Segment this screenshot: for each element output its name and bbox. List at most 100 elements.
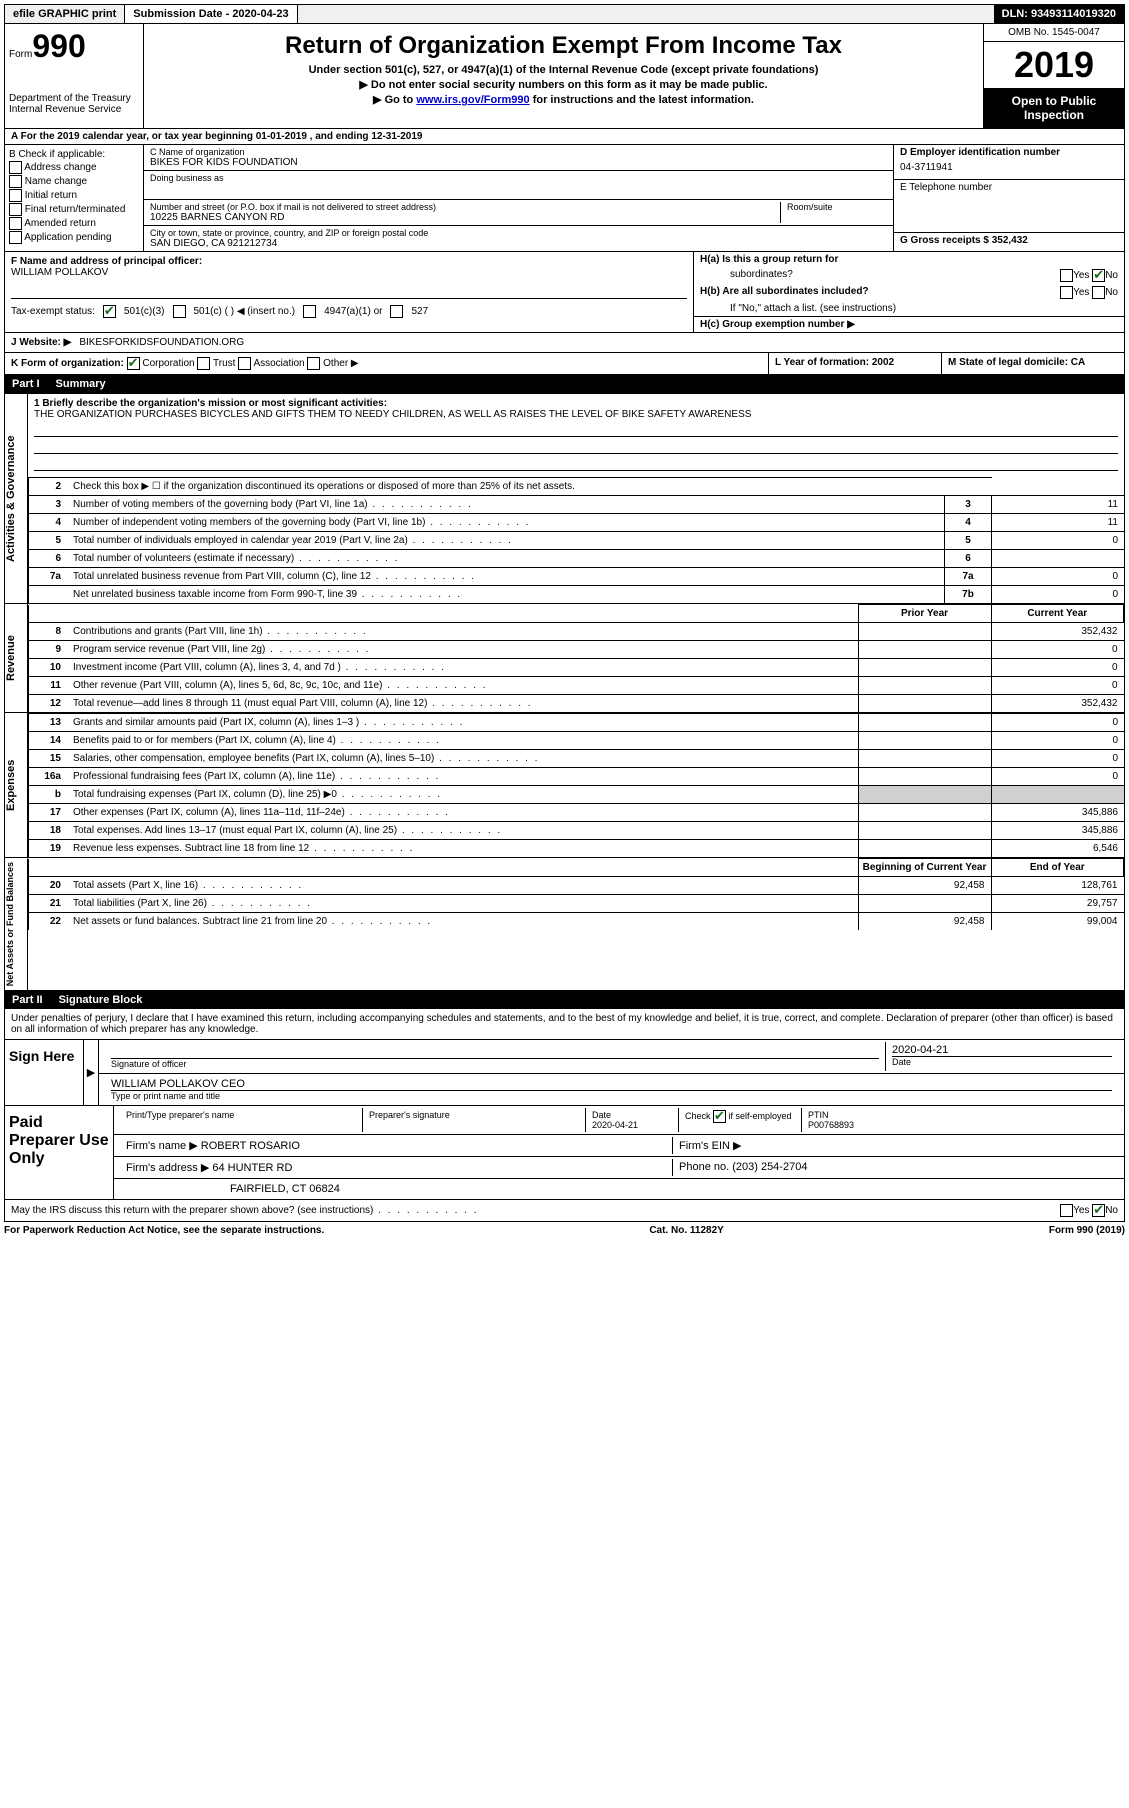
col-b-checkboxes: B Check if applicable: Address change Na…	[5, 145, 144, 251]
cb-trust[interactable]	[197, 357, 210, 370]
row-a-tax-year: A For the 2019 calendar year, or tax yea…	[4, 129, 1125, 145]
top-bar: efile GRAPHIC print Submission Date - 20…	[4, 4, 1125, 24]
cb-address[interactable]: Address change	[9, 161, 139, 174]
cb-527[interactable]	[390, 305, 403, 318]
paid-preparer-label: Paid Preparer Use Only	[5, 1106, 114, 1199]
part-2-header: Part IISignature Block	[4, 991, 1125, 1009]
street-address: 10225 BARNES CANYON RD	[150, 212, 780, 223]
sign-here-row: Sign Here ▶ Signature of officer 2020-04…	[4, 1040, 1125, 1106]
omb-number: OMB No. 1545-0047	[984, 24, 1124, 42]
prep-name-label: Print/Type preparer's name	[120, 1108, 362, 1132]
dln: DLN: 93493114019320	[994, 5, 1124, 23]
cb-501c3[interactable]	[103, 305, 116, 318]
sig-name: WILLIAM POLLAKOV CEO	[111, 1078, 1112, 1090]
line-2: Check this box ▶ ☐ if the organization d…	[67, 478, 992, 496]
form-subtitle: Under section 501(c), 527, or 4947(a)(1)…	[148, 64, 979, 76]
officer-label: F Name and address of principal officer:	[11, 256, 687, 267]
row-j-website: J Website: ▶ BIKESFORKIDSFOUNDATION.ORG	[4, 333, 1125, 353]
firm-phone: Phone no. (203) 254-2704	[672, 1159, 1118, 1176]
form-title: Return of Organization Exempt From Incom…	[148, 32, 979, 60]
side-revenue: Revenue	[5, 604, 28, 712]
city-state-zip: SAN DIEGO, CA 921212734	[150, 238, 887, 249]
year-formation: L Year of formation: 2002	[775, 357, 894, 368]
cb-pending[interactable]: Application pending	[9, 231, 139, 244]
eoy-header: End of Year	[991, 859, 1124, 877]
col-f-officer: F Name and address of principal officer:…	[5, 252, 694, 332]
tax-status-label: Tax-exempt status:	[11, 306, 95, 317]
open-inspection: Open to Public Inspection	[984, 88, 1124, 128]
current-year-header: Current Year	[991, 605, 1124, 623]
discuss-row: May the IRS discuss this return with the…	[4, 1200, 1125, 1222]
org-name: BIKES FOR KIDS FOUNDATION	[150, 157, 887, 168]
state-domicile: M State of legal domicile: CA	[948, 357, 1085, 368]
side-activities: Activities & Governance	[5, 394, 28, 603]
firm-addr2: FAIRFIELD, CT 06824	[120, 1181, 346, 1197]
prep-sig-label: Preparer's signature	[362, 1108, 585, 1132]
arrow-icon: ▶	[87, 1066, 95, 1079]
sign-here-label: Sign Here	[5, 1040, 84, 1105]
cb-other[interactable]	[307, 357, 320, 370]
col-right-degh: D Employer identification number 04-3711…	[894, 145, 1124, 251]
row-k: K Form of organization: Corporation Trus…	[4, 353, 1125, 375]
cb-final[interactable]: Final return/terminated	[9, 203, 139, 216]
prep-date: 2020-04-21	[592, 1120, 638, 1130]
submission-date: Submission Date - 2020-04-23	[125, 5, 297, 23]
col-b-label: B Check if applicable:	[9, 149, 139, 160]
city-label: City or town, state or province, country…	[150, 228, 887, 238]
sig-officer-label: Signature of officer	[111, 1058, 879, 1069]
phone-label: E Telephone number	[900, 182, 1118, 193]
dept-label: Department of the Treasury Internal Reve…	[9, 93, 139, 115]
sig-declaration: Under penalties of perjury, I declare th…	[4, 1009, 1125, 1040]
cb-4947[interactable]	[303, 305, 316, 318]
cb-corp[interactable]	[127, 357, 140, 370]
prior-year-header: Prior Year	[858, 605, 991, 623]
sig-date: 2020-04-21	[892, 1044, 1112, 1056]
expenses-block: Expenses 13Grants and similar amounts pa…	[4, 713, 1125, 858]
cb-name[interactable]: Name change	[9, 175, 139, 188]
page-footer: For Paperwork Reduction Act Notice, see …	[4, 1222, 1125, 1239]
part-1-header: Part I Summary	[4, 375, 1125, 393]
revenue-block: Revenue Prior Year Current Year 8Contrib…	[4, 604, 1125, 713]
prep-self-employed: Check if self-employed	[678, 1108, 801, 1132]
col-h-group: H(a) Is this a group return for subordin…	[694, 252, 1124, 332]
officer-name: WILLIAM POLLAKOV	[11, 267, 687, 278]
side-expenses: Expenses	[5, 713, 28, 857]
room-label: Room/suite	[787, 202, 887, 212]
cb-assoc[interactable]	[238, 357, 251, 370]
section-bcd: B Check if applicable: Address change Na…	[4, 145, 1125, 252]
efile-label: efile GRAPHIC print	[5, 5, 125, 23]
ptin: P00768893	[808, 1120, 854, 1130]
col-c-name: C Name of organization BIKES FOR KIDS FO…	[144, 145, 894, 251]
tax-year: 2019	[984, 42, 1124, 88]
dba-label: Doing business as	[150, 173, 887, 183]
irs-link[interactable]: www.irs.gov/Form990	[416, 94, 529, 106]
mission-block: 1 Briefly describe the organization's mi…	[28, 394, 1124, 477]
netassets-block: Net Assets or Fund Balances Beginning of…	[4, 858, 1125, 991]
cb-501c[interactable]	[173, 305, 186, 318]
section-fh: F Name and address of principal officer:…	[4, 252, 1125, 333]
footer-left: For Paperwork Reduction Act Notice, see …	[4, 1225, 324, 1236]
form-header: Form990 Department of the Treasury Inter…	[4, 24, 1125, 129]
instruction-2: ▶ Go to www.irs.gov/Form990 for instruct…	[148, 93, 979, 106]
part-1-body: Activities & Governance 1 Briefly descri…	[4, 393, 1125, 604]
ein-label: D Employer identification number	[900, 147, 1118, 158]
boy-header: Beginning of Current Year	[858, 859, 991, 877]
instruction-1: ▶ Do not enter social security numbers o…	[148, 78, 979, 91]
cb-amended[interactable]: Amended return	[9, 217, 139, 230]
cb-initial[interactable]: Initial return	[9, 189, 139, 202]
website-url: BIKESFORKIDSFOUNDATION.ORG	[79, 337, 244, 348]
firm-ein-label: Firm's EIN ▶	[672, 1137, 1118, 1154]
firm-addr: 64 HUNTER RD	[212, 1162, 292, 1174]
ein-value: 04-3711941	[900, 158, 1118, 177]
lines-2-7: 2Check this box ▶ ☐ if the organization …	[28, 477, 1124, 603]
footer-right: Form 990 (2019)	[1049, 1225, 1125, 1236]
paid-preparer-row: Paid Preparer Use Only Print/Type prepar…	[4, 1106, 1125, 1200]
firm-name: ROBERT ROSARIO	[201, 1140, 300, 1152]
mission-text: THE ORGANIZATION PURCHASES BICYCLES AND …	[34, 409, 1118, 420]
footer-cat: Cat. No. 11282Y	[649, 1225, 723, 1236]
addr-label: Number and street (or P.O. box if mail i…	[150, 202, 780, 212]
org-name-label: C Name of organization	[150, 147, 887, 157]
form-990-label: Form990	[9, 28, 139, 65]
gross-receipts: G Gross receipts $ 352,432	[900, 235, 1118, 246]
side-net: Net Assets or Fund Balances	[5, 858, 28, 990]
